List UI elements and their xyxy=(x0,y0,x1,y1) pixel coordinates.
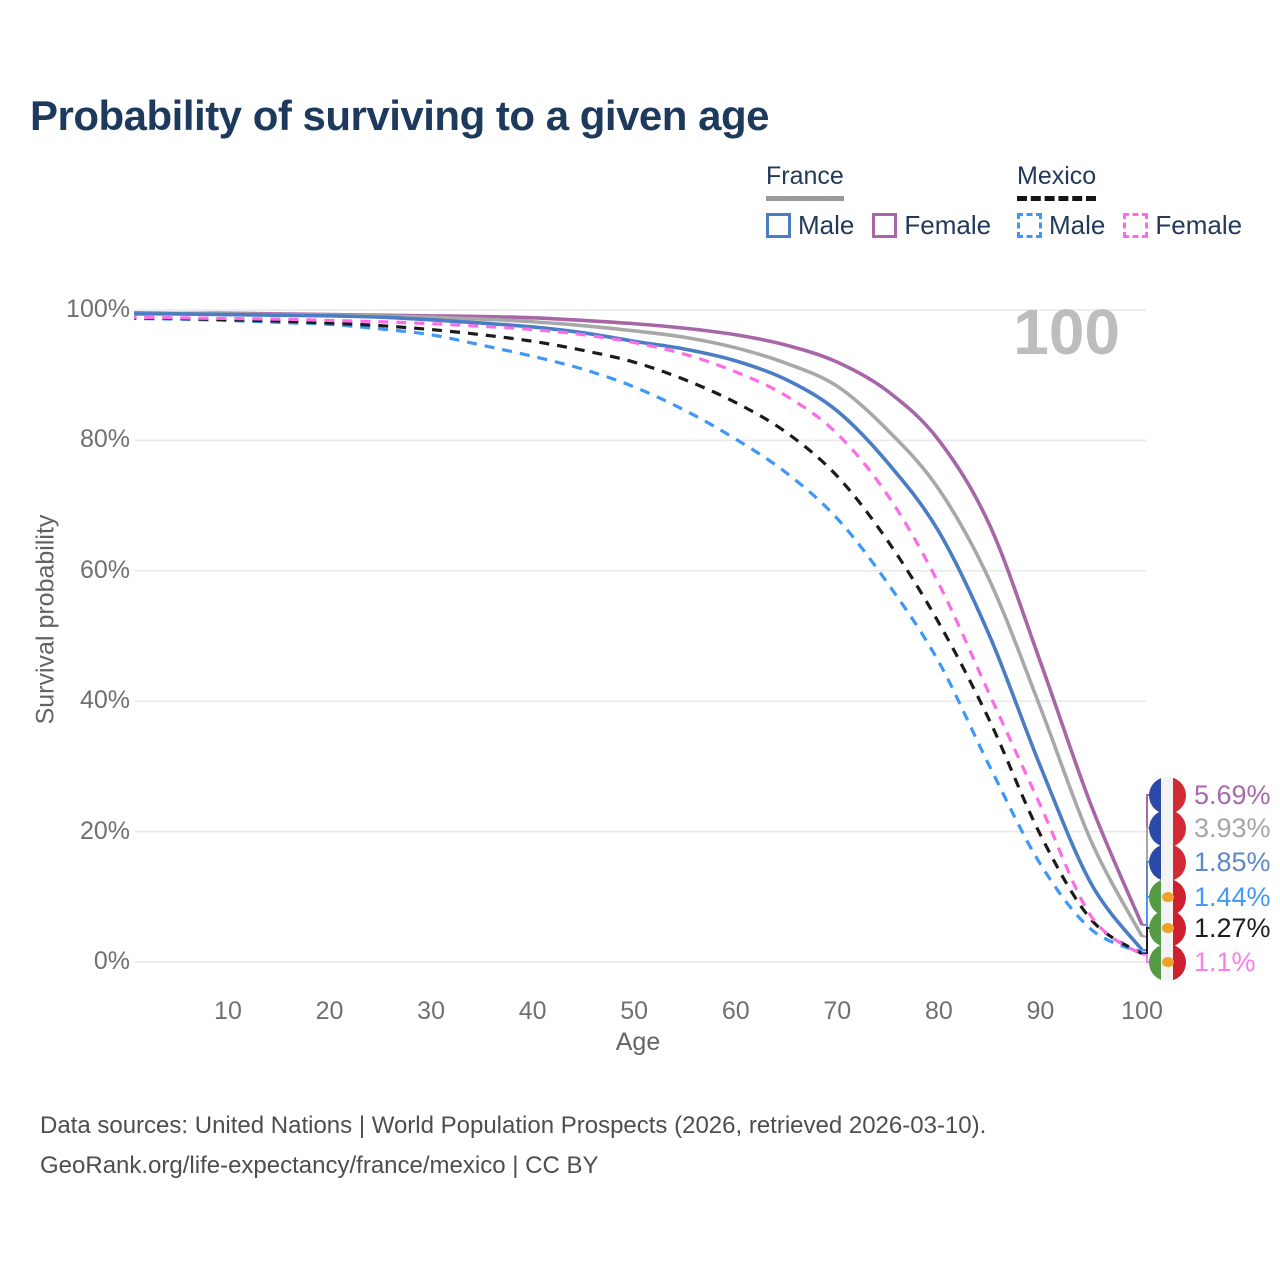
footer: Data sources: United Nations | World Pop… xyxy=(40,1106,986,1186)
footer-attribution: GeoRank.org/life-expectancy/france/mexic… xyxy=(40,1152,599,1179)
legend-items-mexico: Male Female xyxy=(1017,210,1242,241)
flag-stripe xyxy=(1149,776,1162,814)
end-value-france-total: 3.93% xyxy=(1194,813,1271,843)
flag-stripe xyxy=(1173,809,1186,847)
flag-stripe xyxy=(1173,843,1186,881)
mexico-flag-icon xyxy=(1149,943,1186,981)
legend-items-france: Male Female xyxy=(766,210,991,241)
mexico-flag-icon xyxy=(1149,878,1186,916)
legend-item-france-male[interactable]: Male xyxy=(766,210,854,241)
y-tick-label: 100% xyxy=(66,295,130,323)
x-tick-label: 60 xyxy=(721,997,750,1025)
flag-stripe xyxy=(1149,809,1162,847)
flag-emblem xyxy=(1161,923,1174,933)
legend-item-france-female[interactable]: Female xyxy=(872,210,991,241)
legend-swatch-france-female xyxy=(872,213,898,238)
mexico-flag-icon xyxy=(1149,909,1186,947)
flag-stripe xyxy=(1173,943,1186,981)
curve-mexico-total[interactable] xyxy=(126,316,1143,956)
end-value-france-female: 5.69% xyxy=(1194,780,1271,810)
flag-emblem xyxy=(1161,892,1174,902)
x-tick-label: 20 xyxy=(315,997,344,1025)
x-tick-label: 40 xyxy=(518,997,547,1025)
end-value-mexico-total: 1.27% xyxy=(1194,913,1271,943)
legend-item-mexico-male[interactable]: Male xyxy=(1017,210,1105,241)
flag-emblem xyxy=(1161,957,1174,967)
footer-sources: Data sources: United Nations | World Pop… xyxy=(40,1112,987,1139)
y-tick-label: 20% xyxy=(79,816,130,845)
legend-label-mexico-female: Female xyxy=(1155,210,1243,240)
legend-label-france-female: Female xyxy=(904,210,992,240)
legend-group-mexico: Mexico Male Female xyxy=(1017,162,1242,241)
x-tick-label: 70 xyxy=(823,997,852,1025)
legend-country-france[interactable]: France xyxy=(766,162,844,201)
x-tick-label: 90 xyxy=(1026,997,1055,1025)
y-tick-label: 60% xyxy=(79,555,130,584)
flag-stripe xyxy=(1173,878,1186,916)
page-title: Probability of surviving to a given age xyxy=(30,92,769,139)
x-tick-label: 10 xyxy=(214,997,242,1025)
legend-swatch-mexico-male xyxy=(1017,213,1042,238)
x-tick-label: 50 xyxy=(620,997,649,1025)
legend-label-france-male: Male xyxy=(798,210,855,240)
y-tick-label: 40% xyxy=(79,686,130,715)
x-tick-label: 80 xyxy=(924,997,953,1025)
flag-stripe xyxy=(1161,843,1174,881)
legend-group-france: France Male Female xyxy=(766,162,991,241)
y-tick-label: 0% xyxy=(93,947,130,975)
curve-france-female[interactable] xyxy=(126,310,1144,926)
flag-stripe xyxy=(1173,776,1186,814)
flag-stripe xyxy=(1149,878,1162,916)
curve-france-total[interactable] xyxy=(126,311,1144,938)
end-value-mexico-male: 1.44% xyxy=(1194,882,1271,912)
legend-label-mexico-male: Male xyxy=(1049,210,1106,240)
hovered-age-watermark: 100 xyxy=(1013,296,1120,368)
curve-france-male[interactable] xyxy=(126,312,1144,952)
flag-stripe xyxy=(1173,909,1186,947)
france-flag-icon xyxy=(1149,843,1186,881)
france-flag-icon xyxy=(1149,776,1186,814)
france-flag-icon xyxy=(1149,809,1186,847)
end-value-france-male: 1.85% xyxy=(1194,847,1271,877)
flag-stripe xyxy=(1161,776,1174,814)
flag-stripe xyxy=(1149,843,1162,881)
x-tick-label: 100 xyxy=(1121,997,1163,1025)
x-tick-label: 30 xyxy=(417,997,445,1025)
x-axis-title: Age xyxy=(615,1028,661,1056)
flag-stripe xyxy=(1149,909,1162,947)
legend-swatch-france-male xyxy=(766,213,791,238)
legend-country-mexico[interactable]: Mexico xyxy=(1017,162,1097,201)
legend-item-mexico-female[interactable]: Female xyxy=(1123,210,1242,241)
y-tick-label: 80% xyxy=(79,425,130,454)
legend-swatch-mexico-female xyxy=(1123,213,1149,238)
flag-stripe xyxy=(1149,943,1162,981)
flag-stripe xyxy=(1161,809,1174,847)
end-value-mexico-female: 1.1% xyxy=(1194,947,1256,977)
curve-mexico-female[interactable] xyxy=(126,315,1143,957)
